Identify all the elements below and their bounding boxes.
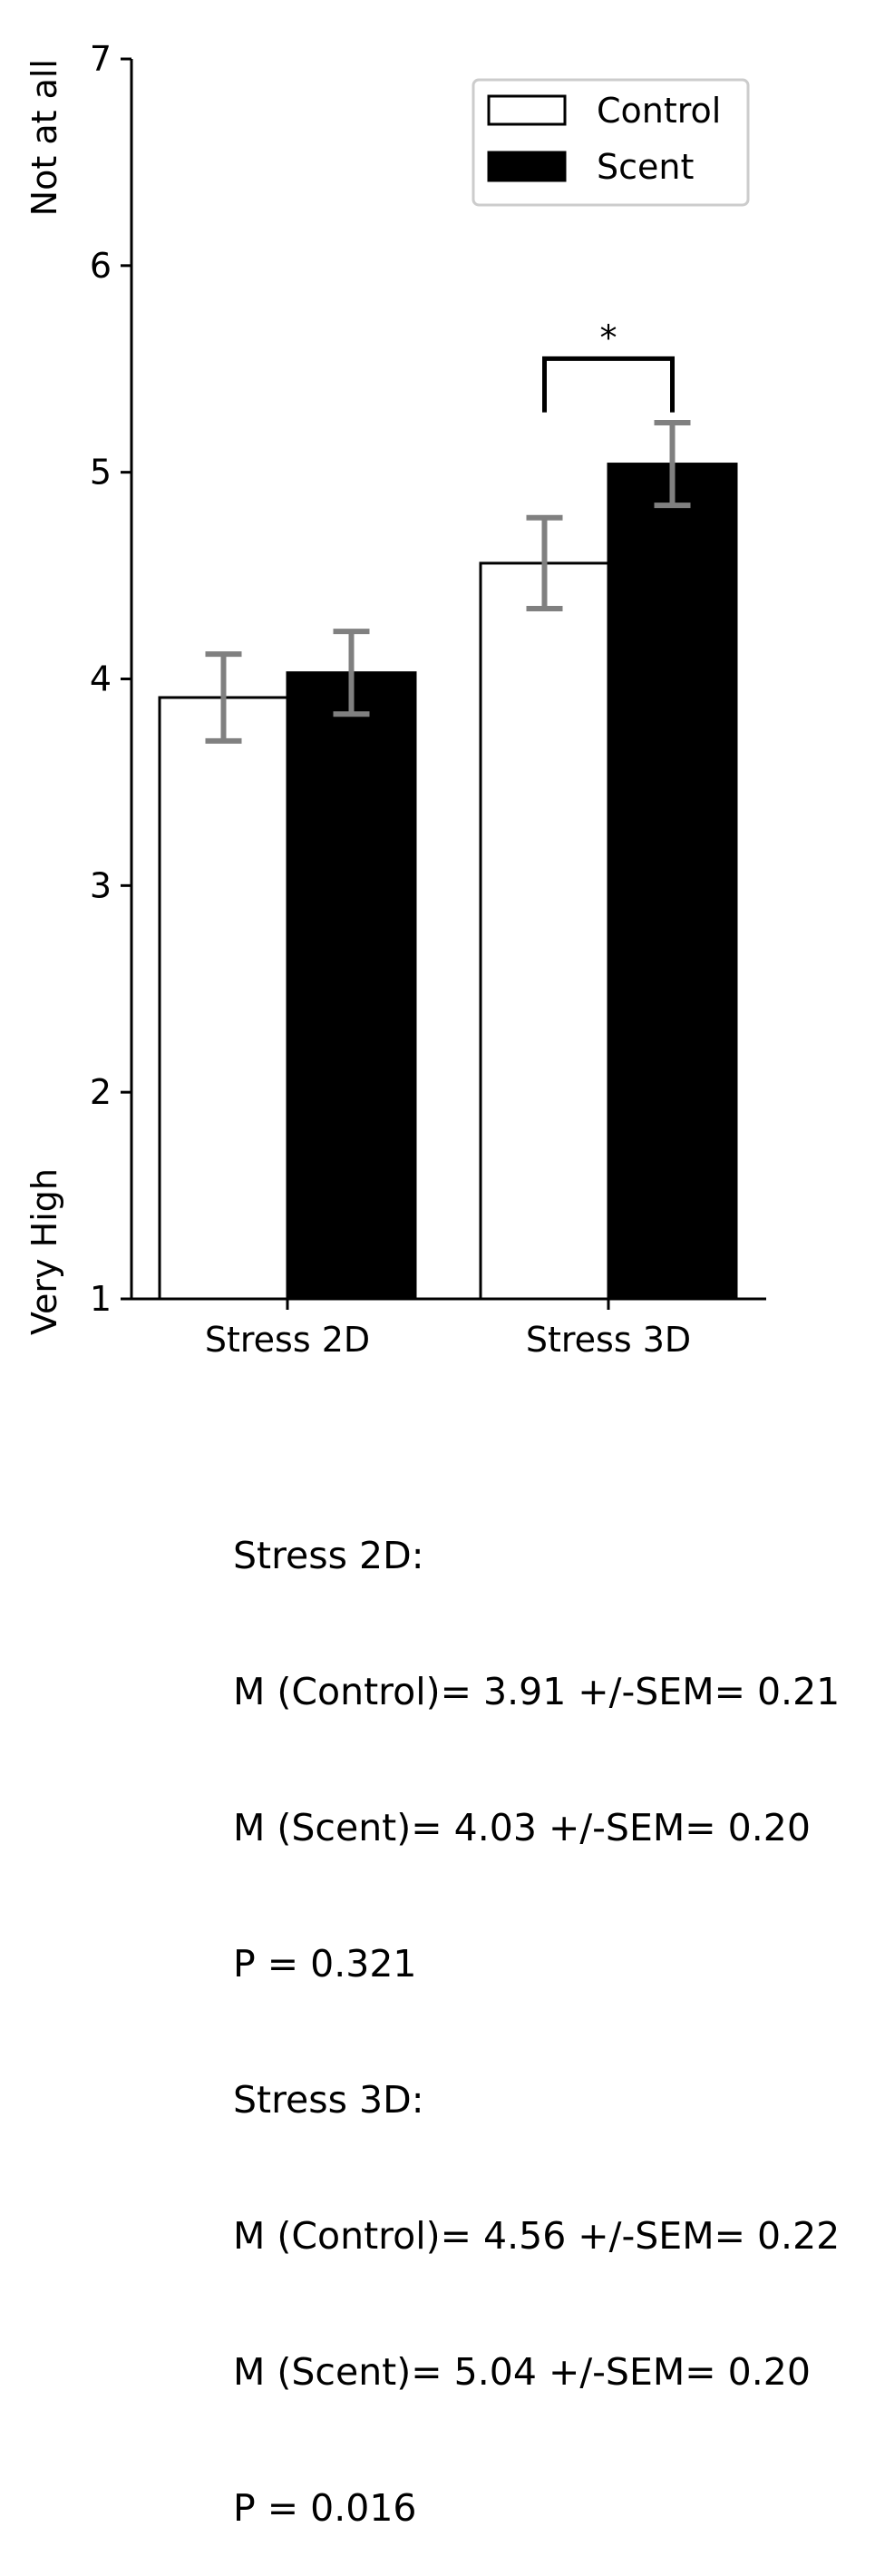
y-tick-label: 5 — [90, 453, 112, 493]
stats-line: M (Scent)= 4.03 +/-SEM= 0.20 — [233, 1806, 811, 1849]
y-tick-label: 4 — [90, 659, 112, 699]
bar-scent-1 — [286, 671, 417, 1301]
y-tick-label: 2 — [90, 1072, 112, 1112]
significance-label: * — [600, 317, 617, 357]
stats-line: P = 0.321 — [233, 1942, 417, 1986]
error-bar-scent-1 — [333, 629, 370, 717]
y-label-bottom: Very High — [24, 1168, 64, 1335]
error-bar-control-2 — [526, 514, 563, 612]
legend-label-scent: Scent — [597, 147, 694, 187]
stats-line: M (Scent)= 5.04 +/-SEM= 0.20 — [233, 2350, 811, 2394]
stats-line: M (Control)= 3.91 +/-SEM= 0.21 — [233, 1670, 841, 1713]
y-tick-label: 3 — [90, 865, 112, 905]
stats-line: Stress 2D: — [233, 1534, 424, 1577]
bar-control-2 — [479, 561, 610, 1301]
x-tick-label: Stress 2D — [205, 1320, 370, 1360]
error-bar-control-1 — [205, 651, 242, 744]
bar-scent-2 — [607, 463, 738, 1301]
y-tick-label: 1 — [90, 1279, 112, 1319]
legend: Control Scent — [472, 78, 750, 207]
error-bar-scent-2 — [654, 419, 691, 509]
bar-chart: 1 2 3 4 5 6 7 Stress 2D Stress 3D Not at all Very … — [24, 39, 766, 1360]
y-label-top: Not at all — [24, 59, 64, 216]
bar-control-1 — [158, 696, 289, 1301]
stats-line: Stress 3D: — [233, 2078, 424, 2122]
y-tick-label: 7 — [90, 39, 112, 79]
stats-line: M (Control)= 4.56 +/-SEM= 0.22 — [233, 2214, 841, 2258]
legend-swatch-scent — [487, 151, 567, 182]
significance-bracket — [542, 356, 675, 413]
x-tick-label: Stress 3D — [526, 1320, 691, 1360]
legend-swatch-control — [487, 94, 567, 126]
stats-line: P = 0.016 — [233, 2486, 417, 2530]
legend-label-control: Control — [597, 91, 721, 131]
y-tick-label: 6 — [90, 246, 112, 286]
stats-summary: Stress 2D: M (Control)= 3.91 +/-SEM= 0.2… — [233, 1442, 840, 2576]
